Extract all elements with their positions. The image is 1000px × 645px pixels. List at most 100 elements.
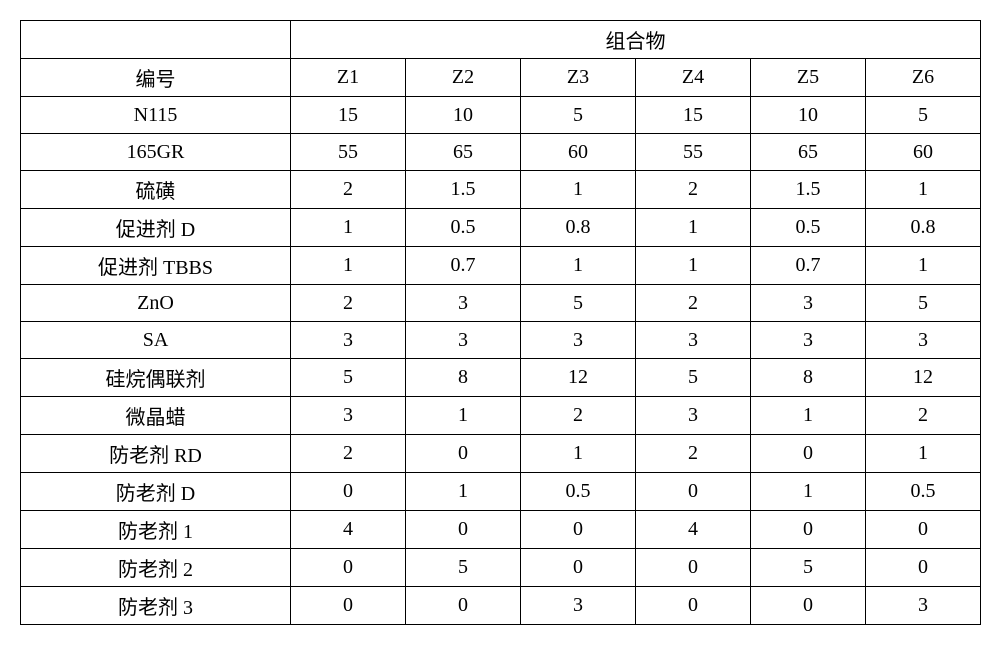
cell: 12 — [866, 359, 981, 397]
cell: 1 — [751, 473, 866, 511]
table-row: 防老剂 2050050 — [21, 549, 981, 587]
table-row: 促进剂 D10.50.810.50.8 — [21, 209, 981, 247]
cell: 1 — [866, 435, 981, 473]
cell: 0 — [636, 587, 751, 625]
cell: 8 — [751, 359, 866, 397]
cell: 4 — [291, 511, 406, 549]
cell: 1 — [291, 209, 406, 247]
cell: 5 — [291, 359, 406, 397]
row-label: 防老剂 3 — [21, 587, 291, 625]
cell: 0 — [751, 587, 866, 625]
row-label: 防老剂 D — [21, 473, 291, 511]
table-row: 硅烷偶联剂58125812 — [21, 359, 981, 397]
cell: 55 — [636, 134, 751, 171]
cell: 55 — [291, 134, 406, 171]
cell: 5 — [751, 549, 866, 587]
cell: 1 — [521, 171, 636, 209]
cell: 5 — [521, 285, 636, 322]
column-header: Z1 — [291, 59, 406, 97]
cell: 0 — [751, 435, 866, 473]
table-body: 组合物编号Z1Z2Z3Z4Z5Z6N1151510515105165GR5565… — [21, 21, 981, 625]
cell: 2 — [866, 397, 981, 435]
cell: 3 — [636, 397, 751, 435]
row-label: 防老剂 1 — [21, 511, 291, 549]
table-row: 微晶蜡312312 — [21, 397, 981, 435]
cell: 0 — [406, 587, 521, 625]
cell: 65 — [751, 134, 866, 171]
row-label: 硫磺 — [21, 171, 291, 209]
column-header: Z4 — [636, 59, 751, 97]
table-row: ZnO235235 — [21, 285, 981, 322]
cell: 0 — [636, 549, 751, 587]
cell: 12 — [521, 359, 636, 397]
row-label: 微晶蜡 — [21, 397, 291, 435]
cell: 1 — [406, 473, 521, 511]
row-label: SA — [21, 322, 291, 359]
row-label: 促进剂 TBBS — [21, 247, 291, 285]
cell: 3 — [866, 322, 981, 359]
cell: 3 — [521, 322, 636, 359]
cell: 60 — [521, 134, 636, 171]
cell: 3 — [636, 322, 751, 359]
cell: 0.7 — [406, 247, 521, 285]
header-blank-cell — [21, 21, 291, 59]
cell: 0.7 — [751, 247, 866, 285]
cell: 2 — [636, 285, 751, 322]
cell: 2 — [291, 435, 406, 473]
cell: 1 — [521, 247, 636, 285]
cell: 5 — [866, 97, 981, 134]
cell: 15 — [636, 97, 751, 134]
cell: 2 — [636, 435, 751, 473]
cell: 3 — [406, 285, 521, 322]
cell: 4 — [636, 511, 751, 549]
cell: 3 — [866, 587, 981, 625]
cell: 0.8 — [866, 209, 981, 247]
table-row: 165GR556560556560 — [21, 134, 981, 171]
cell: 10 — [751, 97, 866, 134]
cell: 0 — [866, 549, 981, 587]
cell: 0 — [291, 549, 406, 587]
cell: 3 — [291, 397, 406, 435]
cell: 1 — [636, 209, 751, 247]
cell: 0 — [406, 511, 521, 549]
cell: 60 — [866, 134, 981, 171]
cell: 2 — [291, 171, 406, 209]
cell: 5 — [866, 285, 981, 322]
table-row: 防老剂 1400400 — [21, 511, 981, 549]
cell: 1 — [866, 247, 981, 285]
table-row: 促进剂 TBBS10.7110.71 — [21, 247, 981, 285]
row-label: N115 — [21, 97, 291, 134]
column-header: Z6 — [866, 59, 981, 97]
row-label: ZnO — [21, 285, 291, 322]
cell: 8 — [406, 359, 521, 397]
column-header: Z5 — [751, 59, 866, 97]
row-label: 硅烷偶联剂 — [21, 359, 291, 397]
table-row: 防老剂 3003003 — [21, 587, 981, 625]
row-label: 防老剂 2 — [21, 549, 291, 587]
cell: 0.8 — [521, 209, 636, 247]
column-header: Z2 — [406, 59, 521, 97]
table-row: 防老剂 D010.5010.5 — [21, 473, 981, 511]
cell: 0 — [751, 511, 866, 549]
cell: 2 — [521, 397, 636, 435]
row-label-header: 编号 — [21, 59, 291, 97]
cell: 0.5 — [406, 209, 521, 247]
cell: 0 — [636, 473, 751, 511]
cell: 1 — [291, 247, 406, 285]
row-label: 促进剂 D — [21, 209, 291, 247]
row-label: 165GR — [21, 134, 291, 171]
composition-table: 组合物编号Z1Z2Z3Z4Z5Z6N1151510515105165GR5565… — [20, 20, 981, 625]
cell: 0 — [406, 435, 521, 473]
cell: 0.5 — [866, 473, 981, 511]
cell: 0 — [521, 511, 636, 549]
cell: 2 — [636, 171, 751, 209]
cell: 3 — [291, 322, 406, 359]
cell: 1 — [406, 397, 521, 435]
cell: 5 — [521, 97, 636, 134]
column-header: Z3 — [521, 59, 636, 97]
cell: 0 — [291, 587, 406, 625]
cell: 5 — [406, 549, 521, 587]
table-header-row-group: 组合物 — [21, 21, 981, 59]
cell: 0 — [866, 511, 981, 549]
cell: 65 — [406, 134, 521, 171]
